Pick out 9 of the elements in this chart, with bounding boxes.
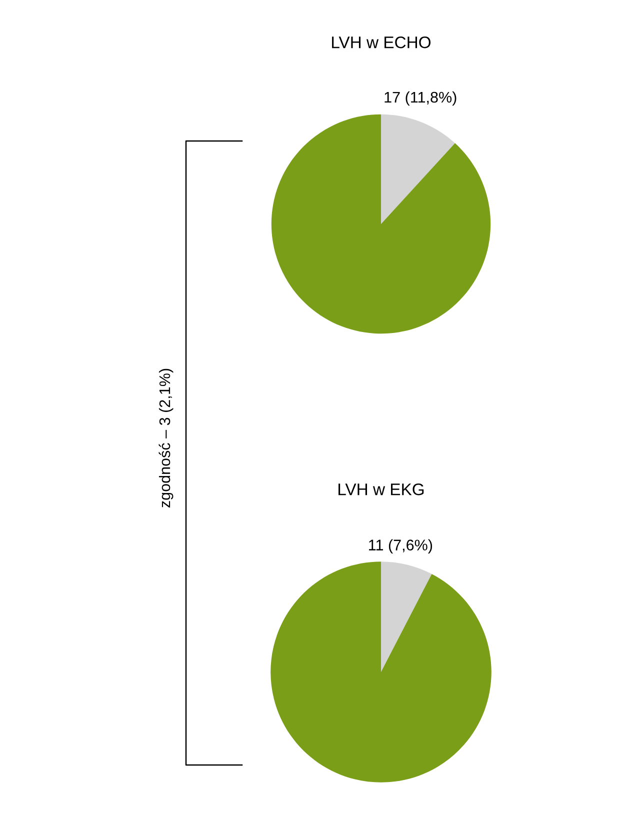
- data-label: 17 (11,8%): [384, 91, 456, 106]
- pie-slice: [270, 562, 492, 782]
- chart-title: LVH w EKG: [338, 483, 424, 496]
- data-label: 11 (7,6%): [369, 539, 432, 554]
- text: zgodność – 3 (2,1%): [158, 368, 174, 508]
- pie-slice: [381, 114, 456, 224]
- pie-slice: [381, 562, 432, 672]
- chart-title: LVH w ECHO: [332, 36, 431, 48]
- pie-slice: [271, 114, 491, 334]
